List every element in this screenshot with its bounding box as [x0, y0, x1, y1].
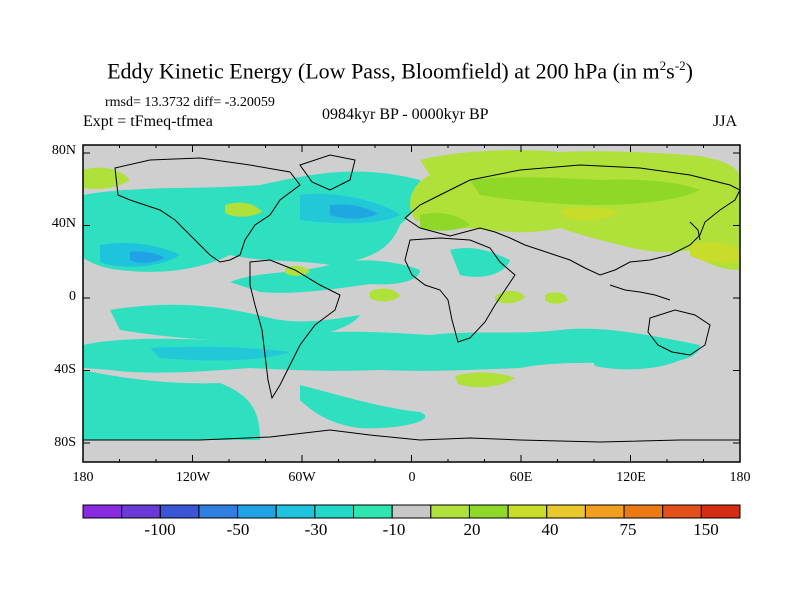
colorbar-label-1: -100	[144, 520, 176, 539]
colorbar-swatch	[159, 504, 200, 519]
colorbar-swatch	[391, 504, 432, 519]
map-title: Eddy Kinetic Energy (Low Pass, Bloomfiel…	[107, 58, 693, 84]
colorbar-swatch	[430, 504, 470, 519]
colorbar-swatch	[121, 504, 161, 519]
coast-north-america	[114, 157, 301, 263]
coast-south-america	[249, 259, 341, 400]
x-label-180w: 180	[72, 470, 94, 485]
colorbar-swatch	[82, 504, 123, 519]
neg-region-south-atlantic	[455, 352, 530, 368]
y-label-40n: 40N	[51, 216, 76, 231]
colorbar-label-7: 75	[619, 520, 637, 539]
neg-region-tropical-pacific	[110, 304, 360, 341]
pos-region-west-pacific	[690, 242, 740, 264]
coast-africa	[404, 237, 516, 343]
colorbar-label-4: -10	[382, 520, 406, 539]
neg-region-pacific-west-core	[130, 251, 165, 263]
x-label-60w: 60W	[288, 470, 316, 485]
colorbar	[82, 504, 741, 519]
colorbar-label-3: -30	[304, 520, 328, 539]
colorbar-swatch	[314, 504, 355, 519]
colorbar-swatch	[546, 504, 586, 519]
colorbar-label-8: 150	[693, 520, 719, 539]
coast-indonesia	[609, 284, 671, 301]
x-label-120e: 120E	[616, 470, 646, 485]
period-label: 0984kyr BP - 0000kyr BP	[322, 106, 489, 123]
colorbar-label-5: 20	[463, 520, 481, 539]
colorbar-swatch	[507, 504, 548, 519]
pos-region-north-america-east	[225, 202, 262, 217]
colorbar-swatch	[275, 504, 316, 519]
ekE-field	[83, 150, 740, 440]
colorbar-label-2: -50	[226, 520, 250, 539]
coast-greenland	[299, 154, 356, 191]
y-label-40s: 40S	[54, 362, 76, 377]
colorbar-swatch	[353, 504, 393, 519]
neg-region-southern-core	[150, 346, 290, 361]
colorbar-swatch	[584, 504, 625, 519]
pos-region-south-indian	[455, 372, 515, 388]
x-label-60e: 60E	[509, 470, 533, 485]
colorbar-swatch	[237, 504, 277, 519]
pos-region-central-asia	[560, 207, 620, 221]
y-label-80s: 80S	[54, 435, 76, 450]
neg-region-south-indian	[590, 352, 680, 370]
pos-region-indian-ocean	[545, 292, 568, 304]
colorbar-swatch	[700, 504, 741, 519]
pos-region-africa-west	[370, 288, 400, 302]
coast-antarctica	[83, 429, 740, 443]
y-label-0: 0	[69, 289, 76, 304]
colorbar-swatch	[198, 504, 239, 519]
x-label-0: 0	[408, 470, 416, 485]
x-label-180e: 180	[729, 470, 751, 485]
neg-region-southern-band	[83, 328, 700, 373]
season-label: JJA	[713, 113, 738, 130]
colorbar-swatch	[623, 504, 664, 519]
neg-region-mid-atlantic	[230, 260, 420, 293]
x-label-120w: 120W	[175, 470, 211, 485]
experiment-label: Expt = tFmeq-tfmea	[83, 113, 213, 130]
pos-region-arctic-core	[470, 177, 700, 205]
colorbar-swatch	[468, 504, 509, 519]
neg-region-north-central-core	[330, 204, 378, 219]
neg-region-southern-ocean	[300, 385, 426, 429]
colorbar-label-6: 40	[541, 520, 559, 539]
coast-eurasia	[404, 164, 740, 276]
stats-label: rmsd= 13.3732 diff= -3.20059	[105, 95, 275, 110]
colorbar-swatch	[662, 504, 702, 519]
neg-region-south-pacific	[83, 370, 260, 440]
axis-ticks	[82, 145, 741, 462]
pos-region-europe	[420, 213, 470, 231]
coastlines	[83, 154, 740, 443]
coast-japan	[689, 221, 701, 241]
y-label-80n: 80N	[51, 143, 76, 158]
pos-region-north-america-west	[83, 167, 130, 190]
coast-australia	[647, 309, 711, 356]
